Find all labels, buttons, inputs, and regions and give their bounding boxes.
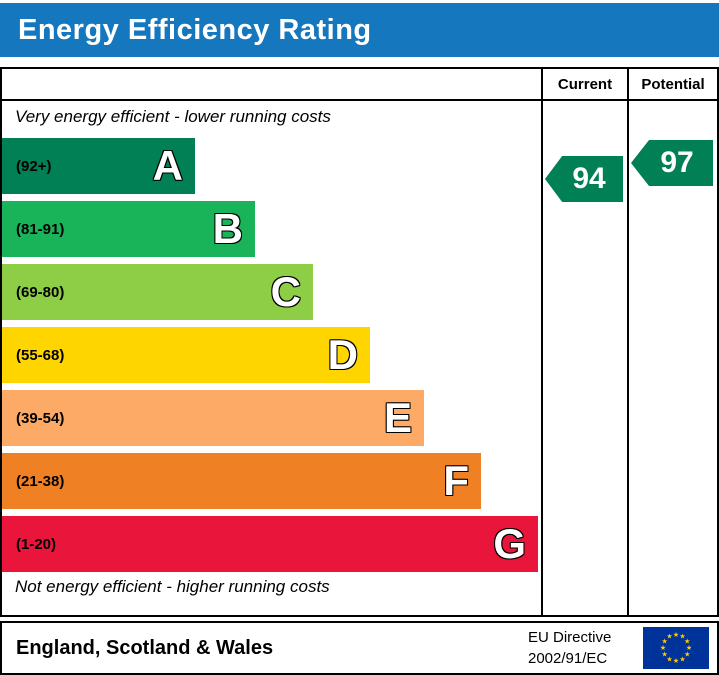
band-bar-g: (1-20) G [2, 516, 538, 572]
svg-text:★: ★ [662, 638, 668, 646]
svg-text:★: ★ [684, 638, 690, 646]
bottom-caption: Not energy efficient - higher running co… [15, 577, 330, 596]
band-letter: G [493, 520, 526, 567]
svg-text:★: ★ [679, 633, 685, 641]
band-letter: D [327, 331, 358, 378]
svg-text:★: ★ [686, 644, 692, 652]
footer-bar: England, Scotland & Wales EU Directive 2… [0, 621, 719, 675]
band-bar-d: (55-68) D [2, 327, 370, 383]
energy-efficiency-chart: Current Potential Very energy efficient … [0, 67, 719, 617]
rating-bands: (92+) A (81-91) B (69-80) C (55-68) D (39-54) E (2… [2, 138, 541, 579]
potential-column-divider [627, 69, 629, 615]
region-label: England, Scotland & Wales [16, 636, 274, 659]
potential-rating-value: 97 [660, 146, 694, 179]
eu-directive-line2: 2002/91/EC [528, 650, 608, 667]
band-range-label: (69-80) [16, 283, 65, 301]
band-range-label: (55-68) [16, 346, 65, 364]
svg-text:★: ★ [662, 651, 668, 659]
band-letter: E [383, 394, 412, 441]
band-row-g: (1-20) G [2, 516, 541, 572]
svg-text:★: ★ [673, 631, 679, 639]
band-letter: A [152, 142, 183, 189]
top-caption: Very energy efficient - lower running co… [15, 107, 331, 126]
potential-rating-arrow: 97 [631, 140, 713, 186]
band-letter: B [212, 205, 243, 252]
band-range-label: (1-20) [16, 535, 57, 553]
band-range-label: (81-91) [16, 220, 65, 238]
band-row-d: (55-68) D [2, 327, 541, 383]
eu-flag-icon: ★ ★ ★ ★ ★ ★ ★ ★ ★ ★ ★ ★ [643, 627, 709, 669]
current-column-divider [541, 69, 543, 615]
band-bar-a: (92+) A [2, 138, 195, 194]
current-rating-value: 94 [572, 162, 606, 195]
page-title-bar: Energy Efficiency Rating [0, 3, 719, 57]
potential-column-header: Potential [641, 75, 705, 93]
svg-text:★: ★ [666, 633, 672, 641]
current-column-header: Current [557, 75, 613, 93]
svg-text:★: ★ [673, 657, 679, 665]
band-range-label: (39-54) [16, 409, 65, 427]
band-row-c: (69-80) C [2, 264, 541, 320]
band-letter: C [270, 268, 301, 315]
band-bar-f: (21-38) F [2, 453, 481, 509]
svg-text:★: ★ [679, 655, 685, 663]
svg-text:★: ★ [660, 644, 666, 652]
eu-directive-line1: EU Directive [528, 629, 612, 646]
band-bar-c: (69-80) C [2, 264, 313, 320]
eu-directive-label: EU Directive 2002/91/EC [528, 627, 611, 669]
svg-text:★: ★ [666, 655, 672, 663]
band-row-a: (92+) A [2, 138, 541, 194]
band-row-b: (81-91) B [2, 201, 541, 257]
page-title: Energy Efficiency Rating [18, 13, 372, 46]
band-range-label: (21-38) [16, 472, 65, 490]
band-range-label: (92+) [16, 157, 52, 175]
band-bar-e: (39-54) E [2, 390, 424, 446]
column-header-divider [2, 99, 717, 101]
band-row-f: (21-38) F [2, 453, 541, 509]
band-bar-b: (81-91) B [2, 201, 255, 257]
band-row-e: (39-54) E [2, 390, 541, 446]
svg-text:★: ★ [684, 651, 690, 659]
band-letter: F [443, 457, 469, 504]
current-rating-arrow: 94 [545, 156, 623, 202]
